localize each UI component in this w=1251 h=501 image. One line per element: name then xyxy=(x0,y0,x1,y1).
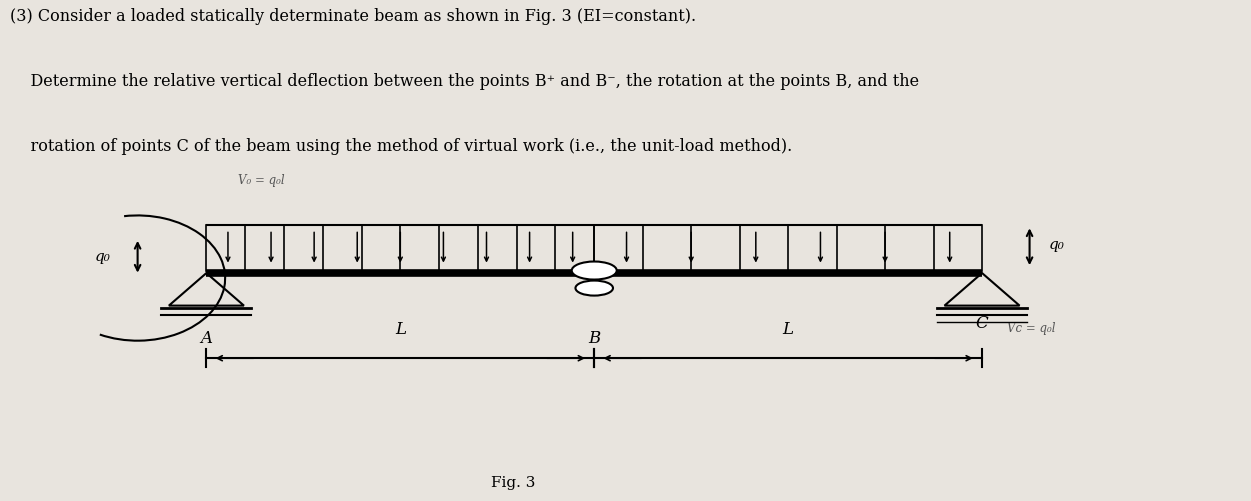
Text: A: A xyxy=(200,330,213,347)
Text: q₀: q₀ xyxy=(1048,238,1065,253)
Text: rotation of points C of the beam using the method of virtual work (i.e., the uni: rotation of points C of the beam using t… xyxy=(10,138,792,155)
Text: (3) Consider a loaded statically determinate beam as shown in Fig. 3 (EI=constan: (3) Consider a loaded statically determi… xyxy=(10,8,696,25)
Text: V₀ = q₀l: V₀ = q₀l xyxy=(238,174,284,187)
Text: C: C xyxy=(976,315,988,332)
Text: q₀: q₀ xyxy=(94,249,110,264)
Text: Fig. 3: Fig. 3 xyxy=(490,476,535,490)
Text: B: B xyxy=(588,330,600,347)
Text: L: L xyxy=(783,321,793,338)
Text: Determine the relative vertical deflection between the points B⁺ and B⁻, the rot: Determine the relative vertical deflecti… xyxy=(10,73,919,90)
Circle shape xyxy=(572,262,617,280)
Text: Vc = q₀l: Vc = q₀l xyxy=(1007,322,1056,335)
Text: L: L xyxy=(395,321,405,338)
Circle shape xyxy=(575,281,613,296)
